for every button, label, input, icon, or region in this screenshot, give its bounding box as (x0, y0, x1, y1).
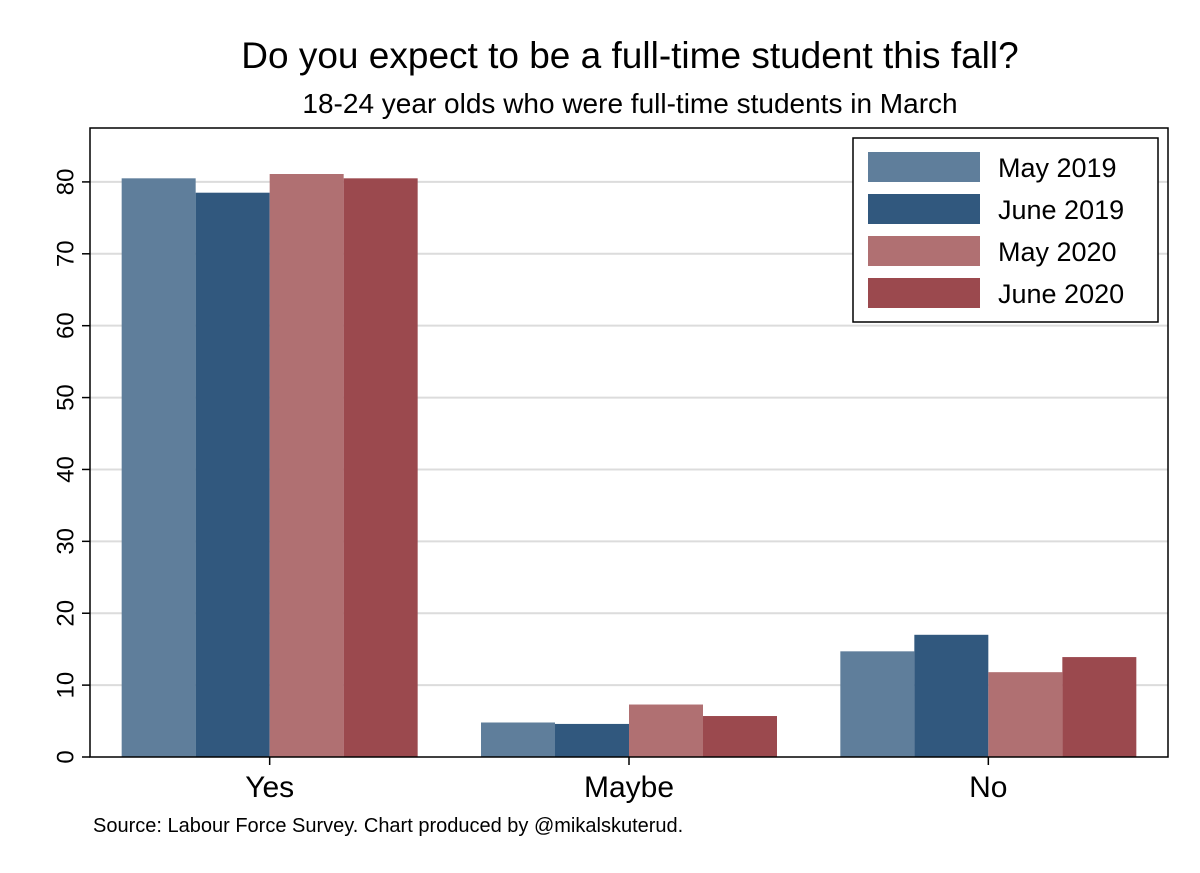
bar (1062, 657, 1137, 757)
bar (840, 651, 915, 757)
legend-label: May 2019 (998, 153, 1117, 183)
source-note: Source: Labour Force Survey. Chart produ… (93, 815, 683, 837)
bar (629, 704, 703, 757)
legend-label: May 2020 (998, 237, 1117, 267)
y-tick-label: 60 (53, 312, 80, 339)
chart-title: Do you expect to be a full-time student … (241, 35, 1018, 76)
y-tick-label: 10 (53, 672, 80, 699)
bar (269, 174, 344, 758)
chart-subtitle: 18-24 year olds who were full-time stude… (302, 88, 957, 119)
bar (988, 672, 1063, 757)
bar (195, 192, 270, 757)
x-axis-labels: Yes Maybe No (245, 757, 1008, 804)
y-tick-label: 70 (53, 240, 80, 267)
bar (481, 722, 555, 757)
legend-label: June 2019 (998, 195, 1124, 225)
bar (343, 178, 418, 757)
legend-swatch (868, 236, 980, 266)
legend: May 2019 June 2019 May 2020 June 2020 (852, 137, 1159, 323)
y-tick-label: 20 (53, 600, 80, 627)
bar (555, 723, 629, 757)
x-tick-label: No (969, 771, 1007, 804)
bars (121, 174, 1137, 758)
y-tick-label: 0 (53, 750, 80, 763)
y-tick-label: 40 (53, 456, 80, 483)
y-tick-label: 30 (53, 528, 80, 555)
legend-swatch (868, 194, 980, 224)
legend-swatch (868, 278, 980, 308)
y-axis-ticks: 0 10 20 30 40 50 60 70 80 (53, 169, 90, 764)
y-tick-label: 80 (53, 169, 80, 196)
legend-label: June 2020 (998, 279, 1124, 309)
y-tick-label: 50 (53, 384, 80, 411)
x-tick-label: Maybe (584, 771, 674, 804)
bar (914, 634, 989, 757)
bar (703, 716, 777, 757)
bar (121, 178, 196, 757)
x-tick-label: Yes (245, 771, 294, 804)
legend-swatch (868, 152, 980, 182)
